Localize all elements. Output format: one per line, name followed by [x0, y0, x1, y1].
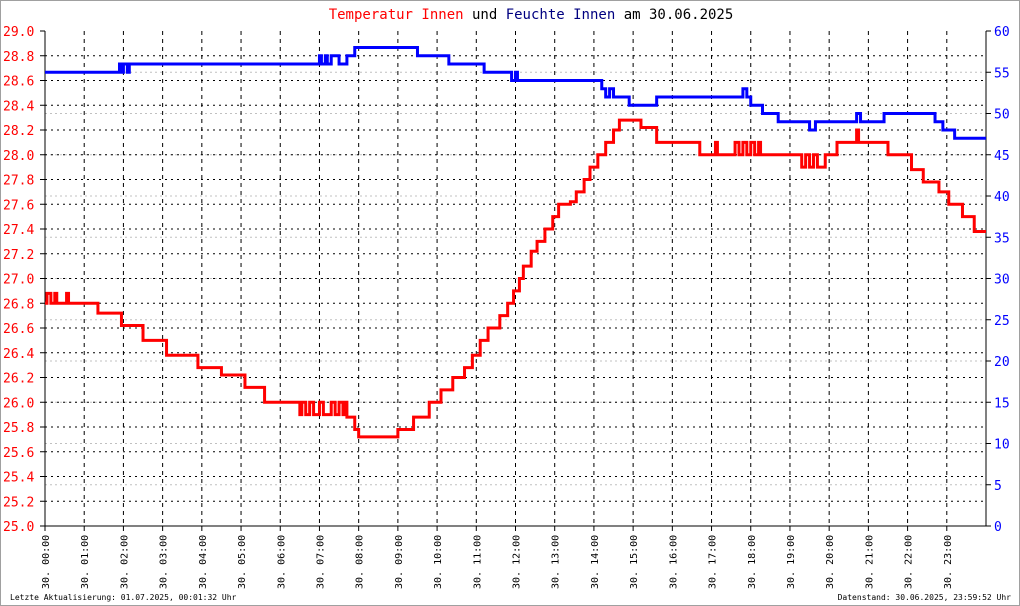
title-part: am 30.06.2025: [615, 7, 733, 23]
x-tick-label: 30. 07:00: [315, 535, 326, 589]
grid: [45, 31, 986, 526]
y-right-tick-label: 30: [994, 273, 1010, 288]
x-tick-label: 30. 05:00: [237, 535, 248, 589]
x-tick-label: 30. 11:00: [472, 535, 483, 589]
y-left-tick-label: 28.2: [3, 124, 34, 139]
y-left-tick-label: 26.8: [3, 297, 34, 312]
x-tick-label: 30. 20:00: [825, 535, 836, 589]
x-tick-label: 30. 16:00: [668, 535, 679, 589]
x-tick-label: 30. 09:00: [394, 535, 405, 589]
y-left-tick-label: 25.0: [3, 520, 34, 535]
y-right-tick-label: 55: [994, 66, 1010, 81]
x-tick-label: 30. 03:00: [159, 535, 170, 589]
y-right-tick-label: 40: [994, 190, 1010, 205]
chart-title: Temperatur Innen und Feuchte Innen am 30…: [329, 7, 734, 23]
x-tick-label: 30. 21:00: [864, 535, 875, 589]
y-left-tick-label: 27.2: [3, 248, 34, 263]
y-left-tick-label: 27.8: [3, 174, 34, 189]
y-right-tick-label: 35: [994, 231, 1010, 246]
series-layer: [45, 46, 986, 439]
x-tick-label: 30. 02:00: [119, 535, 130, 589]
x-tick-label: 30. 12:00: [512, 535, 523, 589]
y-left-tick-label: 26.0: [3, 396, 34, 411]
y-left-tick-label: 29.0: [3, 25, 34, 40]
y-right-tick-label: 15: [994, 396, 1010, 411]
x-tick-label: 30. 15:00: [629, 535, 640, 589]
y-right-tick-label: 50: [994, 108, 1010, 123]
x-tick-label: 30. 08:00: [355, 535, 366, 589]
y-left-tick-label: 26.4: [3, 347, 34, 362]
y-right-tick-label: 25: [994, 314, 1010, 329]
y-right-tick-label: 10: [994, 438, 1010, 453]
y-left-tick-label: 26.2: [3, 372, 34, 387]
y-left-tick-label: 28.6: [3, 75, 34, 90]
y-right-tick-label: 0: [994, 520, 1002, 535]
y-left-tick-label: 28.4: [3, 99, 34, 114]
last-update-text: Letzte Aktualisierung: 01.07.2025, 00:01…: [10, 593, 237, 602]
x-tick-label: 30. 13:00: [551, 535, 562, 589]
y-right-tick-label: 60: [994, 25, 1010, 40]
y-left-tick-label: 25.2: [3, 495, 34, 510]
axes: 0 5 10 15 20 25 30 35 40 45 50 55 60 25.0 25.2 25.4 25.6…: [3, 25, 1010, 589]
y-left-tick-label: 25.4: [3, 471, 34, 486]
y-left-tick-label: 25.8: [3, 421, 34, 436]
x-tick-label: 30. 17:00: [708, 535, 719, 589]
title-part: und: [464, 7, 506, 23]
title-part: Feuchte Innen: [506, 7, 616, 23]
data-as-of-text: Datenstand: 30.06.2025, 23:59:52 Uhr: [837, 593, 1011, 602]
y-left-tick-label: 27.4: [3, 223, 34, 238]
x-tick-label: 30. 06:00: [276, 535, 287, 589]
x-tick-label: 30. 18:00: [747, 535, 758, 589]
y-left-tick-label: 25.6: [3, 446, 34, 461]
x-tick-label: 30. 00:00: [41, 535, 52, 589]
y-left-tick-label: 26.6: [3, 322, 34, 337]
y-left-tick-label: 27.0: [3, 273, 34, 288]
x-tick-label: 30. 01:00: [80, 535, 91, 589]
y-right-tick-label: 5: [994, 479, 1002, 494]
y-right-tick-label: 20: [994, 355, 1010, 370]
x-tick-label: 30. 23:00: [943, 535, 954, 589]
x-tick-label: 30. 04:00: [198, 535, 209, 589]
x-tick-label: 30. 19:00: [786, 535, 797, 589]
series-line-temperature: [45, 118, 986, 439]
series-line-humidity: [45, 46, 986, 140]
y-left-tick-label: 28.8: [3, 50, 34, 65]
x-tick-label: 30. 10:00: [433, 535, 444, 589]
y-left-tick-label: 28.0: [3, 149, 34, 164]
title-part: Temperatur Innen: [329, 7, 464, 23]
y-left-tick-label: 27.6: [3, 198, 34, 213]
x-tick-label: 30. 22:00: [904, 535, 915, 589]
y-right-tick-label: 45: [994, 149, 1010, 164]
x-tick-label: 30. 14:00: [590, 535, 601, 589]
